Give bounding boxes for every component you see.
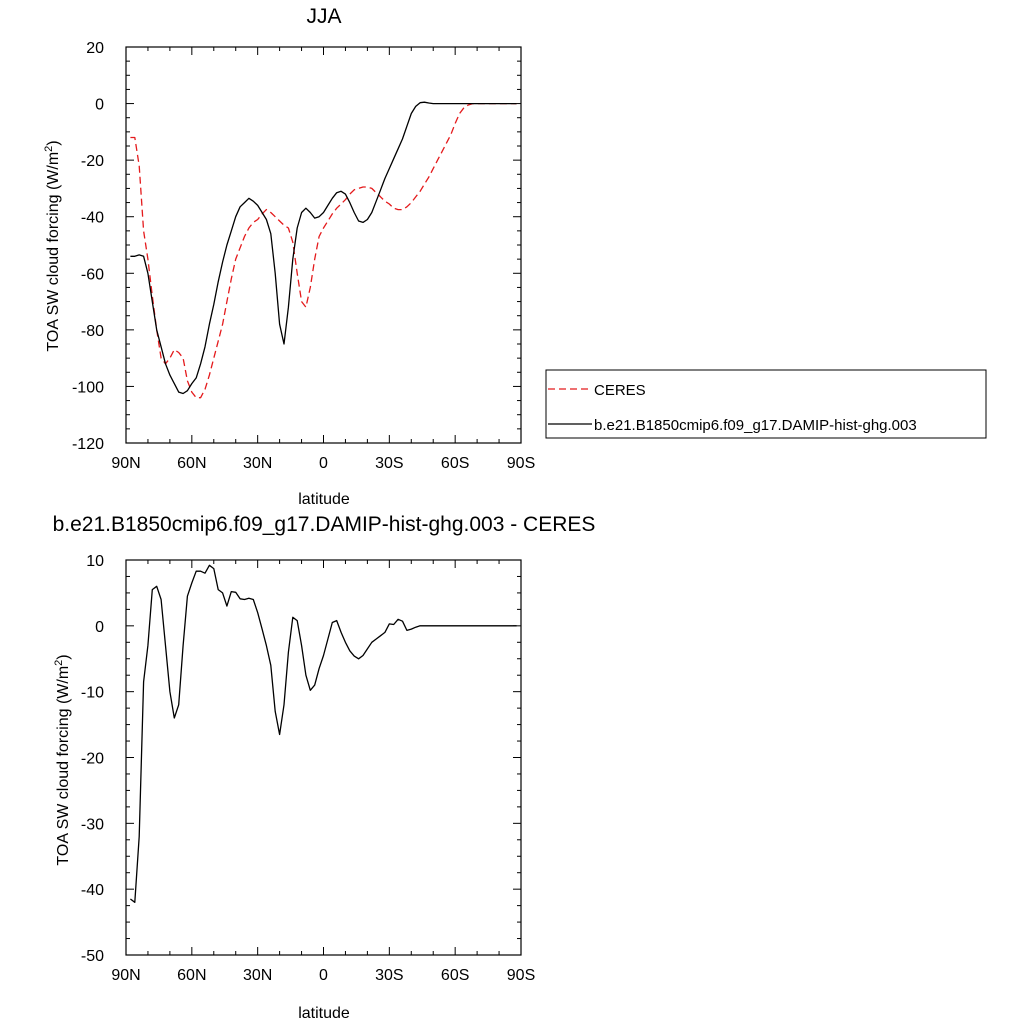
x-tick-label: 30S: [375, 967, 403, 984]
x-tick-label: 60N: [177, 967, 206, 984]
y-tick-label: -60: [81, 266, 104, 283]
x-tick-label: 60S: [441, 455, 469, 472]
y-tick-label: -120: [72, 436, 104, 453]
chart-title: b.e21.B1850cmip6.f09_g17.DAMIP-hist-ghg.…: [53, 513, 596, 536]
x-tick-label: 90S: [507, 455, 535, 472]
legend-label-model: b.e21.B1850cmip6.f09_g17.DAMIP-hist-ghg.…: [594, 417, 917, 434]
x-tick-label: 30N: [243, 455, 272, 472]
y-tick-label: 20: [86, 40, 104, 57]
legend-label-ceres: CERES: [594, 382, 646, 399]
series-line-0: [130, 102, 517, 399]
y-tick-label: -80: [81, 323, 104, 340]
y-axis-label-main: TOA SW cloud forcing (W/m: [45, 152, 62, 352]
y-tick-label: -20: [81, 153, 104, 170]
legend: CERES b.e21.B1850cmip6.f09_g17.DAMIP-his…: [545, 369, 987, 439]
plot-area: 90N 60N 30N 0 30S 60S 90S 10 0 -10 -20 -30 -40 -50: [81, 553, 535, 984]
plot-area: 90N 60N 30N 0 30S 60S 90S 20 0 -20 -40 -60 -80 -100 -1…: [72, 40, 535, 472]
x-tick-label: 30S: [375, 455, 403, 472]
y-axis-label-main: TOA SW cloud forcing (W/m: [55, 666, 72, 866]
y-axis-label: TOA SW cloud forcing (W/m2): [43, 140, 62, 351]
series-line-1: [130, 101, 517, 395]
y-tick-label: -40: [81, 882, 104, 899]
y-axis-label-superscript: 2: [43, 146, 55, 152]
chart-title: JJA: [306, 5, 341, 28]
bottom-chart: b.e21.B1850cmip6.f09_g17.DAMIP-hist-ghg.…: [53, 513, 596, 1022]
y-axis-label-superscript: 2: [53, 660, 65, 666]
y-tick-label: -100: [72, 379, 104, 396]
top-chart: JJA 90N 60N 30N 0 30S 60S 90S 20 0 -20 -40 -60 -80 -1…: [43, 5, 535, 508]
legend-box: [545, 369, 987, 439]
y-axis-label-close: ): [45, 140, 62, 145]
x-tick-label: 30N: [243, 967, 272, 984]
x-tick-label: 0: [319, 967, 328, 984]
y-tick-label: -50: [81, 948, 104, 965]
x-tick-label: 90N: [111, 967, 140, 984]
x-tick-label: 90N: [111, 455, 140, 472]
series-line-0: [130, 564, 517, 903]
x-axis-label: latitude: [298, 491, 350, 508]
x-tick-label: 60S: [441, 967, 469, 984]
x-tick-label: 0: [319, 455, 328, 472]
y-tick-label: -30: [81, 816, 104, 833]
x-axis-label: latitude: [298, 1005, 350, 1022]
x-tick-label: 90S: [507, 967, 535, 984]
y-tick-label: 0: [95, 619, 104, 636]
plot-frame: [125, 46, 522, 444]
x-tick-label: 60N: [177, 455, 206, 472]
y-axis-label-close: ): [55, 654, 72, 659]
y-tick-label: 10: [86, 553, 104, 570]
y-tick-label: 0: [95, 97, 104, 114]
y-tick-label: -40: [81, 210, 104, 227]
y-tick-label: -20: [81, 751, 104, 768]
y-tick-label: -10: [81, 685, 104, 702]
y-axis-label: TOA SW cloud forcing (W/m2): [53, 654, 72, 865]
